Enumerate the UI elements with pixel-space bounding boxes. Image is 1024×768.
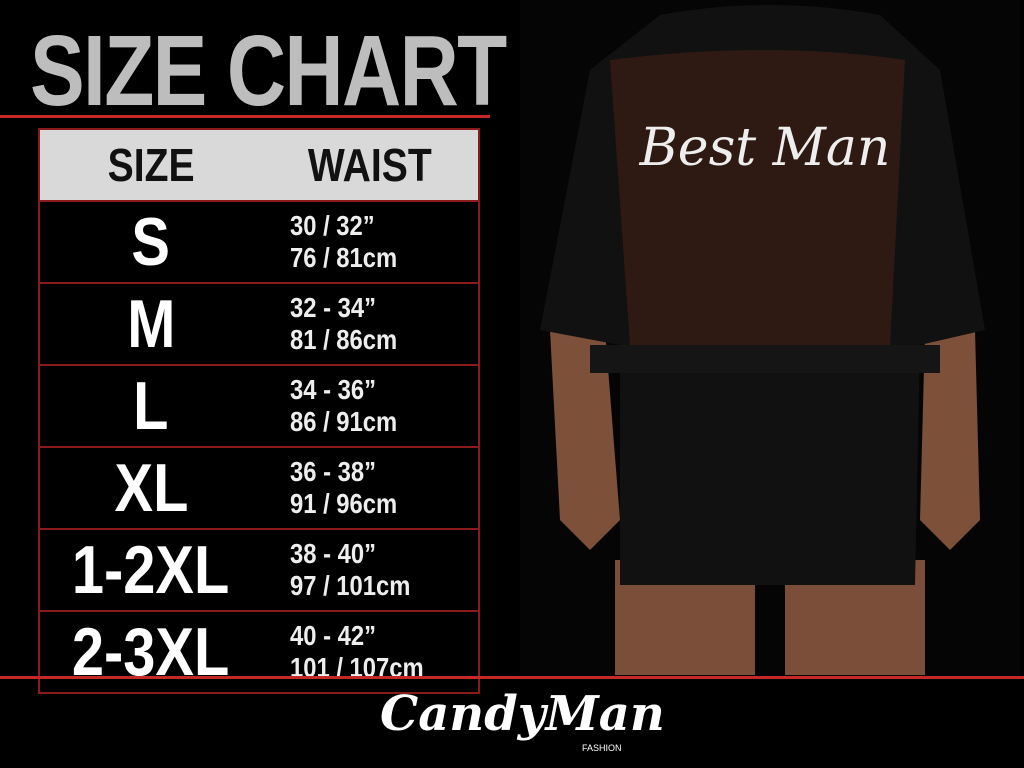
waist-cm: 91 / 96cm xyxy=(290,488,398,519)
waist-inches: 40 - 42” xyxy=(290,620,376,651)
column-header: WAIST xyxy=(262,129,479,201)
waist-cell: 30 / 32” 76 / 81cm xyxy=(262,200,479,283)
size-label: M xyxy=(126,286,176,362)
size-row: S 30 / 32” 76 / 81cm xyxy=(39,200,479,283)
size-label: S xyxy=(131,204,171,280)
size-cell: 2-3XL xyxy=(39,610,262,693)
waist-cm: 81 / 86cm xyxy=(290,324,398,355)
waist-inches: 32 - 34” xyxy=(290,292,376,323)
size-cell: XL xyxy=(39,446,262,529)
waist-inches: 34 - 36” xyxy=(290,374,376,405)
waist-cell: 36 - 38” 91 / 96cm xyxy=(262,446,479,529)
waist-cell: 40 - 42” 101 / 107cm xyxy=(262,610,479,693)
waist-cm: 76 / 81cm xyxy=(290,242,398,273)
brand-tagline: FASHION xyxy=(582,743,622,753)
size-row: M 32 - 34” 81 / 86cm xyxy=(39,282,479,365)
size-cell: 1-2XL xyxy=(39,528,262,611)
waist-inches: 38 - 40” xyxy=(290,538,376,569)
size-cell: L xyxy=(39,364,262,447)
size-label: L xyxy=(133,368,169,444)
size-row: XL 36 - 38” 91 / 96cm xyxy=(39,446,479,529)
size-label: 1-2XL xyxy=(72,532,230,608)
print-text: Best Man xyxy=(639,118,891,178)
divider xyxy=(0,115,490,118)
size-label: XL xyxy=(114,450,188,526)
brand-logo: CandyMan xyxy=(380,686,665,742)
size-cell: M xyxy=(39,282,262,365)
divider xyxy=(0,676,1024,679)
waist-cell: 32 - 34” 81 / 86cm xyxy=(262,282,479,365)
waist-cm: 86 / 91cm xyxy=(290,406,398,437)
size-table: SIZE WAIST S 30 / 32” 76 / 81cm M 32 - 34” 81… xyxy=(38,128,480,694)
size-row: 1-2XL 38 - 40” 97 / 101cm xyxy=(39,528,479,611)
waist-inches: 30 / 32” xyxy=(290,210,375,241)
column-header: SIZE xyxy=(39,129,262,201)
waist-cell: 38 - 40” 97 / 101cm xyxy=(262,528,479,611)
size-cell: S xyxy=(39,200,262,283)
size-label: 2-3XL xyxy=(72,614,230,690)
size-row: 2-3XL 40 - 42” 101 / 107cm xyxy=(39,610,479,693)
header-row: SIZE WAIST xyxy=(39,129,479,201)
title: SIZE CHART xyxy=(30,15,507,127)
garment-photo: Best Man xyxy=(520,0,1020,680)
waist-cm: 97 / 101cm xyxy=(290,570,411,601)
waist-cm: 101 / 107cm xyxy=(290,652,424,683)
waist-cell: 34 - 36” 86 / 91cm xyxy=(262,364,479,447)
size-row: L 34 - 36” 86 / 91cm xyxy=(39,364,479,447)
waist-inches: 36 - 38” xyxy=(290,456,376,487)
